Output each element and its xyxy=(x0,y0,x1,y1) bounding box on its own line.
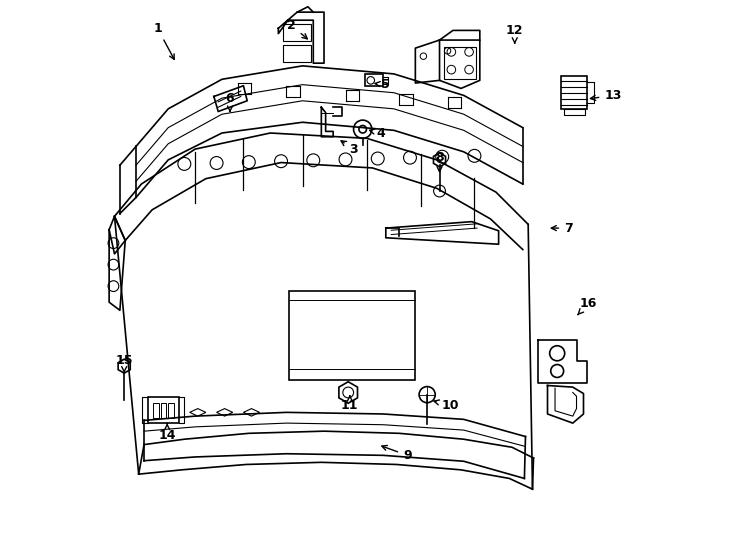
Text: 5: 5 xyxy=(375,78,390,91)
Text: 13: 13 xyxy=(590,89,622,102)
FancyBboxPatch shape xyxy=(564,109,584,115)
FancyBboxPatch shape xyxy=(289,292,415,380)
Text: 1: 1 xyxy=(153,22,174,59)
Text: 3: 3 xyxy=(341,141,358,156)
Text: 8: 8 xyxy=(435,151,444,172)
FancyBboxPatch shape xyxy=(283,24,310,40)
FancyBboxPatch shape xyxy=(283,45,310,62)
FancyBboxPatch shape xyxy=(366,75,382,86)
FancyBboxPatch shape xyxy=(444,46,476,79)
Text: 6: 6 xyxy=(225,92,234,111)
Text: 9: 9 xyxy=(382,446,412,462)
FancyBboxPatch shape xyxy=(148,397,179,423)
Text: 12: 12 xyxy=(506,24,523,43)
Text: 16: 16 xyxy=(578,297,597,315)
FancyBboxPatch shape xyxy=(161,403,166,418)
Text: 14: 14 xyxy=(159,423,176,442)
FancyBboxPatch shape xyxy=(562,76,587,109)
Text: 10: 10 xyxy=(434,399,459,412)
Text: 2: 2 xyxy=(288,19,308,39)
Text: 15: 15 xyxy=(115,354,133,373)
FancyBboxPatch shape xyxy=(168,403,174,418)
Text: 7: 7 xyxy=(551,221,573,234)
Text: 11: 11 xyxy=(341,396,358,412)
FancyBboxPatch shape xyxy=(153,403,159,418)
Text: 4: 4 xyxy=(369,126,385,139)
